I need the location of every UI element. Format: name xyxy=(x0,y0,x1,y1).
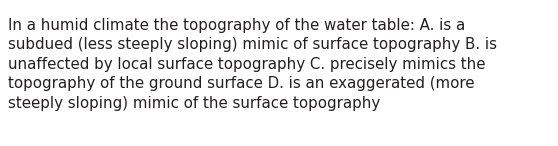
Text: In a humid climate the topography of the water table: A. is a
subdued (less stee: In a humid climate the topography of the… xyxy=(8,18,497,111)
